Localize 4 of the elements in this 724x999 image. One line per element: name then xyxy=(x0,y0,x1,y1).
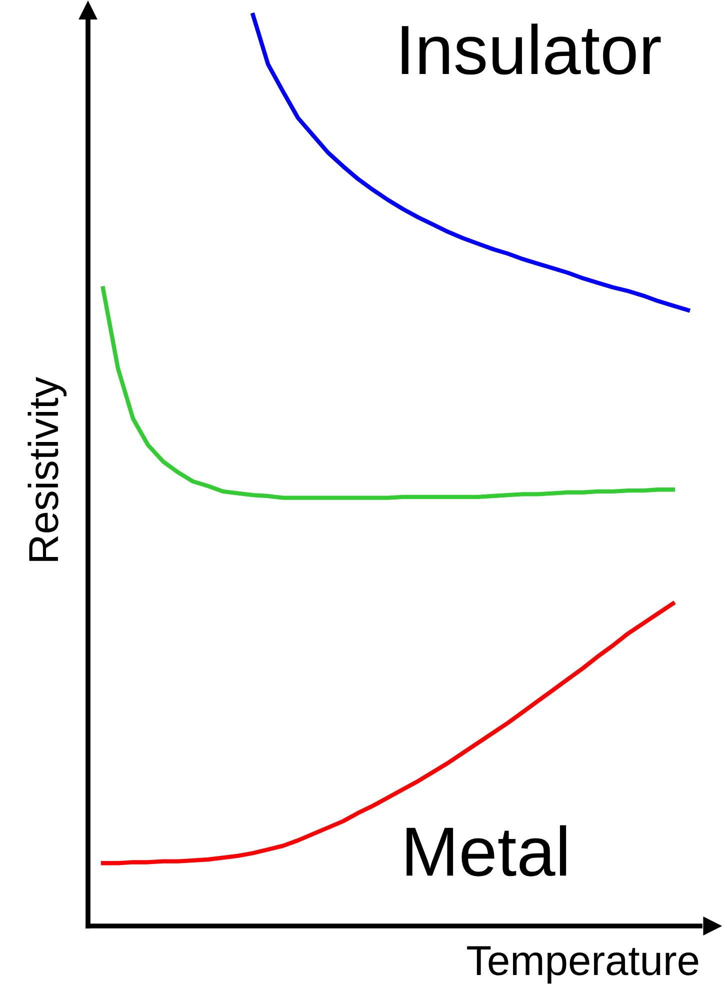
x-axis-title: Temperature xyxy=(467,946,698,984)
series-label: Metal xyxy=(406,825,566,876)
series-label: Insulator xyxy=(402,24,661,75)
y-axis-title: Resistivity xyxy=(28,376,67,561)
